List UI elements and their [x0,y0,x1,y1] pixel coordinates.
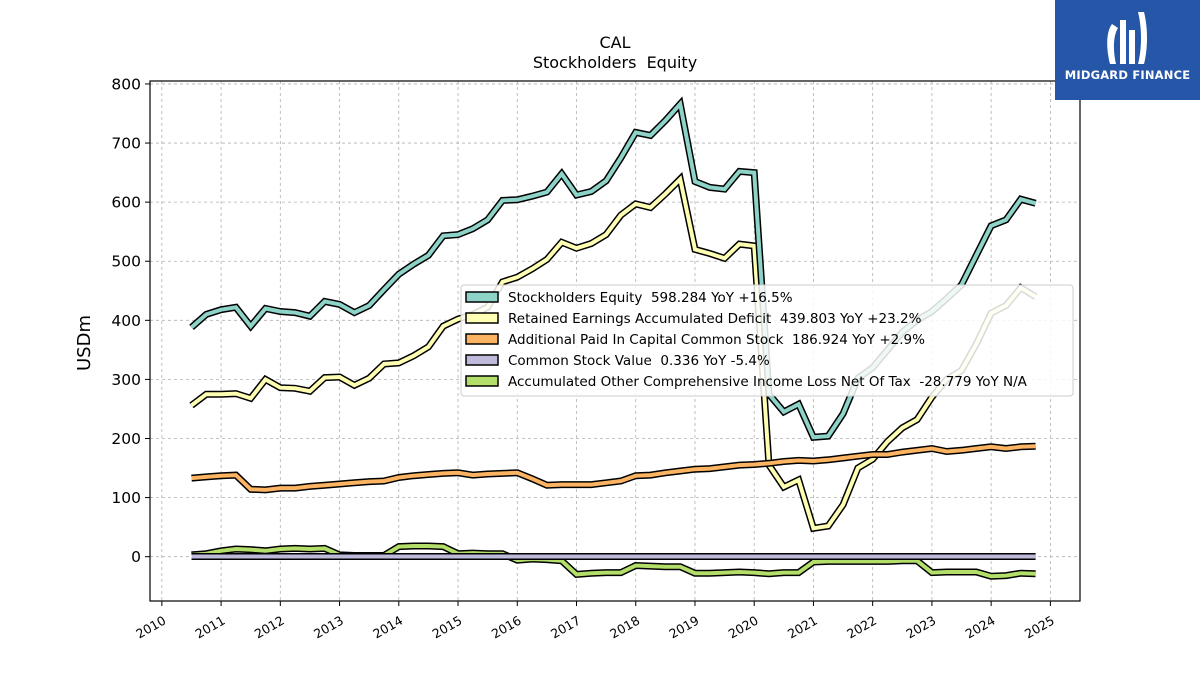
x-tick-label: 2011 [193,613,228,642]
series-line-2 [191,442,1036,494]
series-line-4 [191,542,1036,580]
legend-label: Stockholders Equity 598.284 YoY +16.5% [508,290,793,306]
x-tick-label: 2025 [1022,613,1057,642]
series-line-fill [190,175,1037,531]
legend-swatch [465,312,499,324]
legend-label: Common Stock Value 0.336 YoY -5.4% [508,353,770,369]
y-tick-label: 700 [111,135,141,153]
x-tick-label: 2021 [785,613,820,642]
y-tick-label: 100 [111,489,141,507]
legend-box [460,284,1074,397]
legend-swatch [465,354,499,366]
y-tick-label: 300 [111,371,141,389]
plot-frame [149,80,1081,602]
brand-name: MIDGARD FINANCE [1064,68,1191,82]
x-tick-label: 2013 [311,613,346,642]
legend-label: Retained Earnings Accumulated Deficit 43… [508,311,922,327]
x-tick-label: 2018 [607,613,642,642]
legend-swatch [465,333,499,345]
chart-title: CAL [599,33,630,52]
x-tick-label: 2014 [370,613,405,642]
legend-label: Additional Paid In Capital Common Stock … [508,332,925,348]
x-tick-label: 2015 [429,613,464,642]
chart-subtitle: Stockholders Equity [533,53,697,72]
x-tick-label: 2019 [666,613,701,642]
x-tick-label: 2022 [844,613,879,642]
legend-label: Accumulated Other Comprehensive Income L… [508,374,1028,390]
y-axis-label: USDm [74,315,95,371]
x-tick-label: 2020 [726,613,761,642]
y-tick-label: 500 [111,253,141,271]
x-tick-label: 2012 [252,613,287,642]
y-tick-label: 400 [111,312,141,330]
legend-swatch [465,375,499,387]
legend-swatch [465,291,499,303]
x-tick-label: 2023 [903,613,938,642]
x-tick-label: 2016 [489,613,524,642]
y-tick-label: 0 [131,548,141,566]
y-tick-label: 200 [111,430,141,448]
series-line-fill [191,544,1036,579]
midgard-logo-icon [1107,12,1147,64]
x-tick-label: 2017 [548,613,583,642]
x-tick-label: 2010 [133,613,168,642]
series-line-1 [189,172,1038,533]
legend: Stockholders Equity 598.284 YoY +16.5% Re… [460,284,1074,397]
x-tick-label: 2024 [963,613,998,642]
series-line-fill [191,444,1036,492]
brand-logo: MIDGARD FINANCE [1055,0,1200,100]
y-tick-label: 600 [111,194,141,212]
y-tick-label: 800 [111,75,141,93]
